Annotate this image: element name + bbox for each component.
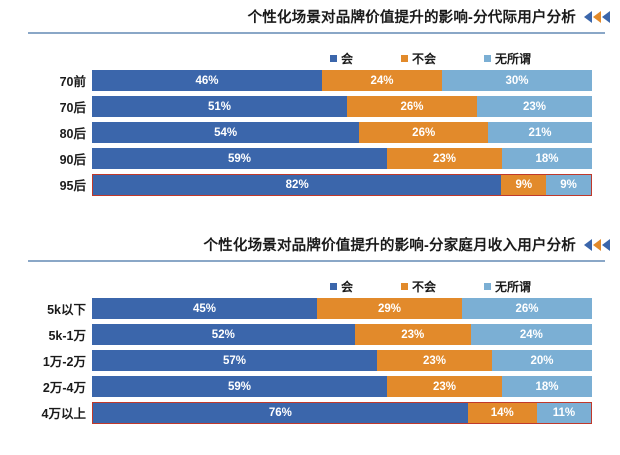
- bar-segment[interactable]: 29%: [317, 298, 462, 319]
- legend-item[interactable]: 会: [330, 50, 353, 67]
- bar-segment[interactable]: 14%: [467, 402, 537, 423]
- square-swatch-icon: [401, 55, 409, 62]
- chart-panel-generation: 个性化场景对品牌价值提升的影响-分代际用户分析 会 不会 无所谓 70前 46% 24%…: [0, 0, 620, 200]
- chart-header: 个性化场景对品牌价值提升的影响-分家庭月收入用户分析: [0, 228, 620, 264]
- bar-row: 5k以下 45% 29% 26%: [0, 298, 620, 319]
- legend-label: 无所谓: [495, 52, 532, 66]
- legend-label: 会: [341, 280, 354, 294]
- left-triangle-icon: [602, 239, 610, 251]
- title-arrows-decoration: [584, 11, 610, 23]
- bar-segment[interactable]: 26%: [347, 96, 477, 117]
- category-label: 70后: [59, 101, 86, 115]
- left-triangle-icon: [602, 11, 610, 23]
- bar-segment[interactable]: 23%: [377, 350, 492, 371]
- bar-segment[interactable]: 59%: [92, 376, 387, 397]
- chart-plot-area: 5k以下 45% 29% 26% 5k-1万 52% 23% 24% 1万-2万 57% 23% 20…: [0, 298, 620, 428]
- legend-item[interactable]: 不会: [401, 278, 436, 295]
- bar-segment[interactable]: 21%: [488, 122, 592, 143]
- chart-plot-area: 70前 46% 24% 30% 70后 51% 26% 23% 80后 54% 26% 21% 90后 5…: [0, 70, 620, 200]
- bar-row: 70前 46% 24% 30%: [0, 70, 620, 91]
- bar-segment[interactable]: 46%: [92, 70, 322, 91]
- square-swatch-icon: [401, 283, 409, 290]
- square-swatch-icon: [484, 55, 492, 62]
- category-label: 90后: [59, 153, 86, 167]
- bar-segment[interactable]: 11%: [536, 402, 591, 423]
- bar-segment[interactable]: 23%: [477, 96, 592, 117]
- category-label: 2万-4万: [42, 381, 86, 395]
- bar-row: 4万以上 76% 14% 11%: [0, 401, 620, 424]
- stacked-bar[interactable]: 59% 23% 18%: [92, 376, 592, 397]
- chart-legend: 会 不会 无所谓: [330, 50, 531, 67]
- category-label: 70前: [59, 75, 86, 89]
- category-label: 5k-1万: [48, 329, 86, 343]
- bar-segment[interactable]: 52%: [92, 324, 355, 345]
- legend-item[interactable]: 无所谓: [484, 50, 531, 67]
- bar-segment[interactable]: 23%: [387, 148, 502, 169]
- bar-row: 95后 82% 9% 9%: [0, 173, 620, 196]
- stacked-bar[interactable]: 45% 29% 26%: [92, 298, 592, 319]
- stacked-bar[interactable]: 57% 23% 20%: [92, 350, 592, 371]
- legend-item[interactable]: 无所谓: [484, 278, 531, 295]
- bar-segment[interactable]: 51%: [92, 96, 347, 117]
- legend-label: 不会: [412, 52, 437, 66]
- bar-row: 90后 59% 23% 18%: [0, 148, 620, 169]
- stacked-bar[interactable]: 46% 24% 30%: [92, 70, 592, 91]
- title-divider: [28, 32, 605, 34]
- bar-segment[interactable]: 24%: [322, 70, 442, 91]
- chart-header: 个性化场景对品牌价值提升的影响-分代际用户分析: [0, 0, 620, 36]
- square-swatch-icon: [484, 283, 492, 290]
- title-arrows-decoration: [584, 239, 610, 251]
- chart-panel-income: 个性化场景对品牌价值提升的影响-分家庭月收入用户分析 会 不会 无所谓 5k以下 45…: [0, 228, 620, 455]
- left-triangle-icon: [593, 11, 601, 23]
- stacked-bar[interactable]: 54% 26% 21%: [92, 122, 592, 143]
- legend-label: 不会: [412, 280, 437, 294]
- left-triangle-icon: [584, 11, 592, 23]
- stacked-bar[interactable]: 76% 14% 11%: [92, 401, 592, 424]
- left-triangle-icon: [584, 239, 592, 251]
- chart-legend: 会 不会 无所谓: [330, 278, 531, 295]
- category-label: 5k以下: [47, 303, 86, 317]
- bar-segment[interactable]: 18%: [502, 376, 592, 397]
- legend-item[interactable]: 不会: [401, 50, 436, 67]
- title-divider: [28, 260, 605, 262]
- bar-segment[interactable]: 57%: [92, 350, 377, 371]
- chart-title: 个性化场景对品牌价值提升的影响-分代际用户分析: [247, 10, 576, 26]
- bar-segment[interactable]: 82%: [93, 174, 502, 195]
- bar-row: 1万-2万 57% 23% 20%: [0, 350, 620, 371]
- category-label: 95后: [59, 179, 86, 193]
- stacked-bar[interactable]: 51% 26% 23%: [92, 96, 592, 117]
- bar-segment[interactable]: 45%: [92, 298, 317, 319]
- bar-segment[interactable]: 24%: [470, 324, 592, 345]
- bar-row: 70后 51% 26% 23%: [0, 96, 620, 117]
- bar-row: 2万-4万 59% 23% 18%: [0, 376, 620, 397]
- square-swatch-icon: [330, 55, 337, 62]
- bar-segment[interactable]: 59%: [92, 148, 387, 169]
- bar-segment[interactable]: 23%: [354, 324, 471, 345]
- category-label: 1万-2万: [42, 355, 86, 369]
- bar-segment[interactable]: 26%: [462, 298, 592, 319]
- left-triangle-icon: [593, 239, 601, 251]
- bar-segment[interactable]: 9%: [546, 174, 591, 195]
- bar-segment[interactable]: 30%: [442, 70, 592, 91]
- legend-label: 会: [341, 52, 354, 66]
- category-label: 4万以上: [41, 407, 86, 421]
- bar-segment[interactable]: 26%: [359, 122, 489, 143]
- chart-title: 个性化场景对品牌价值提升的影响-分家庭月收入用户分析: [203, 238, 576, 254]
- stacked-bar[interactable]: 82% 9% 9%: [92, 173, 592, 196]
- bar-segment[interactable]: 9%: [501, 174, 547, 195]
- square-swatch-icon: [330, 283, 337, 290]
- bar-segment[interactable]: 76%: [93, 402, 468, 423]
- stacked-bar[interactable]: 59% 23% 18%: [92, 148, 592, 169]
- category-label: 80后: [59, 127, 86, 141]
- legend-item[interactable]: 会: [330, 278, 353, 295]
- legend-label: 无所谓: [495, 280, 532, 294]
- bar-segment[interactable]: 18%: [502, 148, 592, 169]
- bar-segment[interactable]: 23%: [387, 376, 502, 397]
- bar-segment[interactable]: 54%: [92, 122, 360, 143]
- bar-row: 80后 54% 26% 21%: [0, 122, 620, 143]
- stacked-bar[interactable]: 52% 23% 24%: [92, 324, 592, 345]
- bar-segment[interactable]: 20%: [492, 350, 592, 371]
- bar-row: 5k-1万 52% 23% 24%: [0, 324, 620, 345]
